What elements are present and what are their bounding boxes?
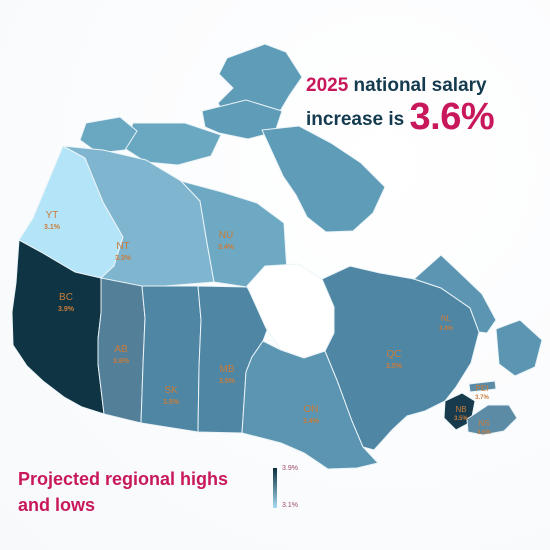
region-label-sk: SK 3.5%: [163, 385, 180, 406]
quebec-shape: [321, 265, 480, 451]
arctic-island-banks: [79, 116, 138, 154]
region-code: YT: [46, 210, 59, 221]
region-value: 3.7%: [475, 395, 489, 401]
arctic-island-baffin: [261, 125, 386, 233]
headline-middle: national salary increase is: [306, 75, 487, 130]
region-value: 3.1%: [44, 224, 61, 231]
region-label-nl: NL 3.4%: [439, 314, 453, 332]
newfoundland-island-shape: [495, 319, 543, 377]
region-code: NB: [455, 405, 466, 414]
region-value: 3.5%: [219, 378, 236, 385]
region-value: 3.3%: [115, 255, 132, 262]
region-value: 3.4%: [218, 244, 235, 251]
region-label-nt: NT 3.3%: [115, 241, 132, 262]
arctic-island-victoria: [123, 122, 222, 166]
region-code: QC: [387, 349, 402, 360]
legend-high-value: 3.9%: [282, 465, 298, 472]
region-code: BC: [59, 292, 73, 303]
region-code: PEI: [476, 384, 489, 393]
region-value: 3.5%: [477, 430, 491, 436]
region-value: 3.5%: [454, 416, 468, 422]
legend: 3.9% 3.1%: [270, 462, 320, 512]
newfoundland-labrador-shape: [413, 254, 497, 334]
region-label-ab: AB 3.6%: [113, 344, 130, 365]
regional-subtitle: Projected regional highs and lows: [18, 469, 229, 515]
region-code: NS: [478, 419, 489, 428]
region-value: 3.4%: [439, 326, 453, 332]
region-code: NT: [116, 241, 129, 252]
region-value: 3.5%: [163, 399, 180, 406]
headline-value: 3.6%: [409, 96, 495, 138]
arctic-island-devon: [201, 99, 283, 140]
headline-year: 2025: [306, 75, 349, 96]
legend-gradient-bar: [273, 468, 277, 508]
region-label-on: ON 3.4%: [303, 404, 320, 425]
region-label-nb: NB 3.5%: [454, 405, 468, 422]
british-columbia-shape: [11, 239, 105, 415]
region-code: ON: [304, 404, 319, 415]
region-label-mb: MB 3.5%: [219, 364, 236, 385]
region-label-bc: BC 3.9%: [58, 292, 75, 313]
region-code: AB: [114, 344, 128, 355]
region-label-ns: NS 3.5%: [477, 419, 491, 436]
region-value: 3.6%: [113, 358, 130, 365]
region-code: MB: [220, 364, 235, 375]
region-label-nu: NU 3.4%: [218, 230, 235, 251]
saskatchewan-shape: [140, 285, 202, 433]
region-value: 3.4%: [303, 418, 320, 425]
region-code: NU: [219, 230, 233, 241]
pei-shape: [468, 380, 497, 393]
region-label-pei: PEI 3.7%: [475, 384, 489, 401]
region-label-yt: YT 3.1%: [44, 210, 61, 231]
region-label-qc: QC 3.5%: [386, 349, 403, 370]
region-code: SK: [164, 385, 178, 396]
legend-low-value: 3.1%: [282, 502, 298, 509]
region-code: NL: [441, 314, 452, 323]
nova-scotia-shape: [466, 404, 518, 436]
headline: 2025 national salary increase is 3.6%: [306, 74, 541, 136]
region-value: 3.9%: [58, 306, 75, 313]
region-value: 3.5%: [386, 363, 403, 370]
